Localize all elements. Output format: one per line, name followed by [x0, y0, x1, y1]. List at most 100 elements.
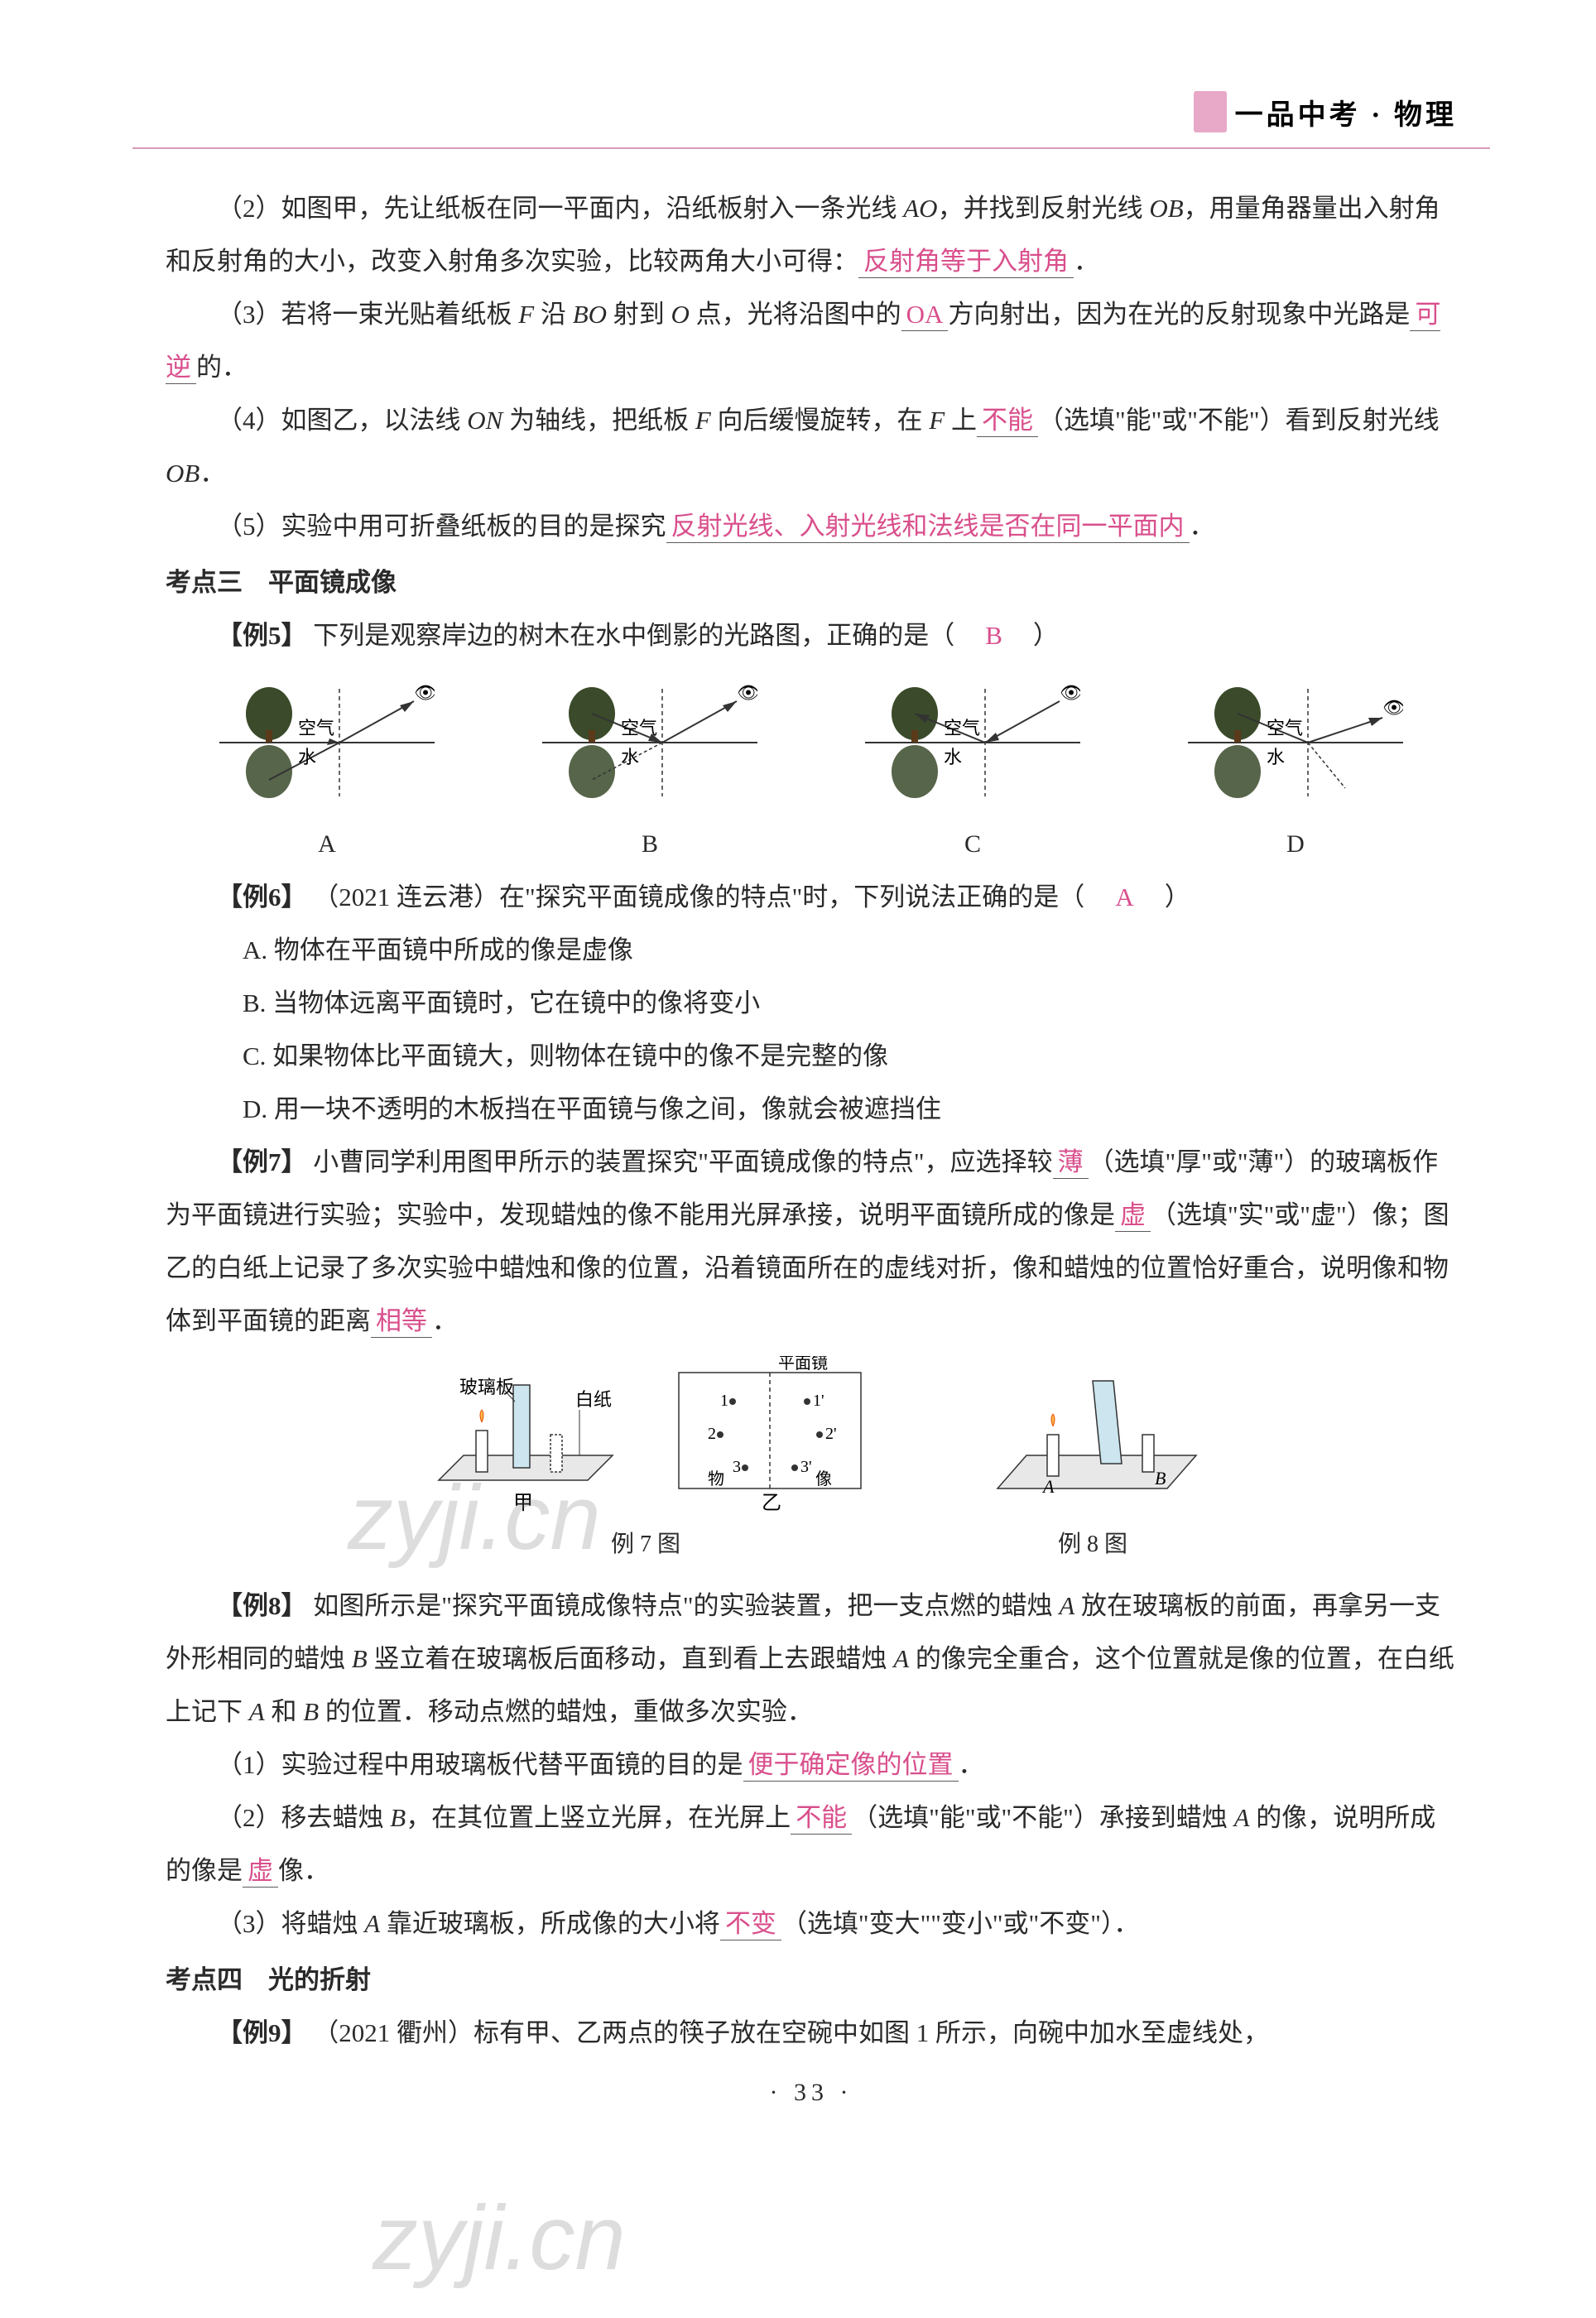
q3-bo: BO	[573, 300, 607, 329]
header-badge-icon	[1194, 91, 1227, 132]
ex8-q2-t3: （选填"能"或"不能"）承接到蜡烛	[852, 1803, 1233, 1832]
q4-f: F	[695, 406, 711, 435]
ex8-b2: B	[303, 1697, 319, 1726]
q4-f2: F	[929, 406, 945, 435]
q3-t5: 方向射出，因为在光的反射现象中光路是	[948, 300, 1410, 329]
ex7-a3: 相等	[371, 1306, 432, 1338]
svg-text:👁: 👁	[737, 682, 757, 703]
ex7-label: 【例7】	[217, 1147, 307, 1176]
ex8-a: A	[1059, 1591, 1074, 1620]
ex9-src: （2021 衢州）	[313, 2018, 474, 2047]
q4-end: ．	[200, 459, 225, 488]
q3-t3: 射到	[607, 300, 671, 329]
ex8-q3-end: （选填"变大""变小"或"不变"）．	[781, 1909, 1139, 1938]
page-content: （2）如图甲，先让纸板在同一平面内，沿纸板射入一条光线 AO，并找到反射光线 O…	[166, 182, 1457, 2119]
q2-end: ．	[1074, 247, 1099, 276]
ex8-t3: 竖立着在玻璃板后面移动，直到看上去跟蜡烛	[368, 1644, 894, 1673]
ex8-q3-t2: 靠近玻璃板，所成像的大小将	[380, 1909, 720, 1938]
q4-t3: 向后缓慢旋转，在	[711, 406, 930, 435]
q5-paragraph: （5）实验中用可折叠纸板的目的是探究反射光线、入射光线和法线是否在同一平面内．	[166, 500, 1457, 553]
ex5-diagram-c: 👁 空气 水 C	[865, 672, 1080, 871]
q4-t1: （4）如图乙，以法线	[217, 406, 467, 435]
svg-text:乙: 乙	[762, 1493, 781, 1513]
ex5-diagram-b: 👁 空气 水 B	[542, 672, 757, 871]
ex6-opt-d: D. 用一块不透明的木板挡在平面镜与像之间，像就会被遮挡住	[166, 1083, 1457, 1136]
ex8-q2-ans1: 不能	[791, 1803, 852, 1835]
svg-text:水: 水	[1267, 747, 1285, 767]
ex7-ex8-figure-row: 玻璃板 白纸 甲 1 1' 2 2' 3 3'	[166, 1356, 1457, 1571]
ex9-paragraph: 【例9】 （2021 衢州）标有甲、乙两点的筷子放在空碗中如图 1 所示，向碗中…	[166, 2007, 1457, 2060]
ex8-q3-a: A	[364, 1909, 380, 1938]
q4-on: ON	[467, 406, 502, 435]
q2-ao: AO	[903, 194, 937, 223]
ex8-q2-t1: （2）移去蜡烛	[217, 1803, 390, 1832]
ex8-t1: 如图所示是"探究平面镜成像特点"的实验装置，把一支点燃的蜡烛	[313, 1591, 1059, 1620]
ex8-q1-t: （1）实验过程中用玻璃板代替平面镜的目的是	[217, 1750, 743, 1779]
q3-f: F	[518, 300, 534, 329]
ex8-fig-caption: 例 8 图	[1058, 1518, 1127, 1571]
ex8-q2-ans2: 虚	[243, 1856, 278, 1888]
q3-t2: 沿	[534, 300, 573, 329]
ex6-end: ）	[1139, 882, 1190, 911]
ex8-q2-a: A	[1234, 1803, 1250, 1832]
ex5-label: 【例5】	[217, 621, 307, 650]
q3-o: O	[671, 300, 690, 329]
mirror-dots-icon: 1 1' 2 2' 3 3' 物 像 平面镜 乙	[662, 1356, 877, 1513]
ex8-q3-ans: 不变	[720, 1909, 781, 1940]
q3-end: 的．	[196, 353, 248, 382]
ex5-diagram-d: 👁 空气 水 D	[1188, 672, 1403, 871]
ex8-b: B	[352, 1644, 368, 1673]
svg-text:👁: 👁	[1060, 682, 1080, 703]
q2-text-1: （2）如图甲，先让纸板在同一平面内，沿纸板射入一条光线	[217, 194, 903, 223]
svg-text:👁: 👁	[414, 682, 435, 703]
tree-reflection-icon: 👁 空气 水	[865, 672, 1080, 813]
watermark-2: zyji.cn	[373, 2186, 626, 2291]
ex6-text: 在"探究平面镜成像的特点"时，下列说法正确的是（	[499, 882, 1110, 911]
svg-text:3: 3	[733, 1458, 741, 1476]
q3-t1: （3）若将一束光贴着纸板	[217, 300, 518, 329]
header-title: 一品中考 · 物理	[1235, 92, 1457, 132]
ex8-a3: A	[249, 1697, 265, 1726]
header-rule	[132, 147, 1490, 149]
ex8-q1: （1）实验过程中用玻璃板代替平面镜的目的是便于确定像的位置．	[166, 1738, 1457, 1791]
q4-paragraph: （4）如图乙，以法线 ON 为轴线，把纸板 F 向后缓慢旋转，在 F 上不能（选…	[166, 394, 1457, 500]
ex7-a1: 薄	[1053, 1147, 1089, 1179]
ex7-fig-caption: 例 7 图	[611, 1518, 680, 1571]
ex9-label: 【例9】	[217, 2018, 307, 2047]
ex8-q2-b: B	[390, 1803, 406, 1832]
svg-text:3': 3'	[800, 1458, 812, 1476]
q4-t2: 为轴线，把纸板	[502, 406, 695, 435]
svg-text:空气: 空气	[621, 718, 657, 738]
ex7-figure: 玻璃板 白纸 甲 1 1' 2 2' 3 3'	[414, 1356, 877, 1571]
svg-text:水: 水	[298, 747, 316, 767]
svg-text:A: A	[1041, 1476, 1055, 1497]
ex9-text: 标有甲、乙两点的筷子放在空碗中如图 1 所示，向碗中加水至虚线处，	[474, 2018, 1269, 2047]
ex8-paragraph: 【例8】 如图所示是"探究平面镜成像特点"的实验装置，把一支点燃的蜡烛 A 放在…	[166, 1580, 1457, 1738]
ex8-figure: A B 例 8 图	[977, 1356, 1209, 1571]
ex8-q3: （3）将蜡烛 A 靠近玻璃板，所成像的大小将不变（选填"变大""变小"或"不变"…	[166, 1897, 1457, 1950]
ex7-end: ．	[432, 1306, 458, 1335]
ex7-t1: 小曹同学利用图甲所示的装置探究"平面镜成像的特点"，应选择较	[313, 1147, 1052, 1176]
svg-text:像: 像	[815, 1469, 832, 1488]
ex6-opt-a: A. 物体在平面镜中所成的像是虚像	[166, 924, 1457, 977]
svg-text:物: 物	[708, 1469, 724, 1488]
ex6-label: 【例6】	[217, 882, 307, 911]
ex6-opt-c: C. 如果物体比平面镜大，则物体在镜中的像不是完整的像	[166, 1030, 1457, 1083]
svg-text:水: 水	[621, 747, 639, 767]
kd3-heading: 考点三 平面镜成像	[166, 556, 1457, 609]
ex8-q2-end: 像．	[278, 1856, 329, 1885]
q5-end: ．	[1190, 512, 1215, 541]
tree-reflection-icon: 👁 空气 水	[1188, 672, 1403, 813]
svg-text:2': 2'	[825, 1425, 837, 1443]
ex5-opt-a: A	[219, 818, 435, 871]
q3-ans1: OA	[901, 300, 949, 331]
ex8-a2: A	[893, 1644, 909, 1673]
q2-paragraph: （2）如图甲，先让纸板在同一平面内，沿纸板射入一条光线 AO，并找到反射光线 O…	[166, 182, 1457, 288]
ex5-opt-d: D	[1188, 818, 1403, 871]
svg-text:1': 1'	[813, 1392, 824, 1410]
q4-ob: OB	[166, 459, 200, 488]
ex5-ans: B	[980, 621, 1007, 652]
ex5-diagram-a: 👁 空气 水 A	[219, 672, 435, 871]
kd4-heading: 考点四 光的折射	[166, 1954, 1457, 2007]
ex6-opt-b: B. 当物体远离平面镜时，它在镜中的像将变小	[166, 977, 1457, 1030]
